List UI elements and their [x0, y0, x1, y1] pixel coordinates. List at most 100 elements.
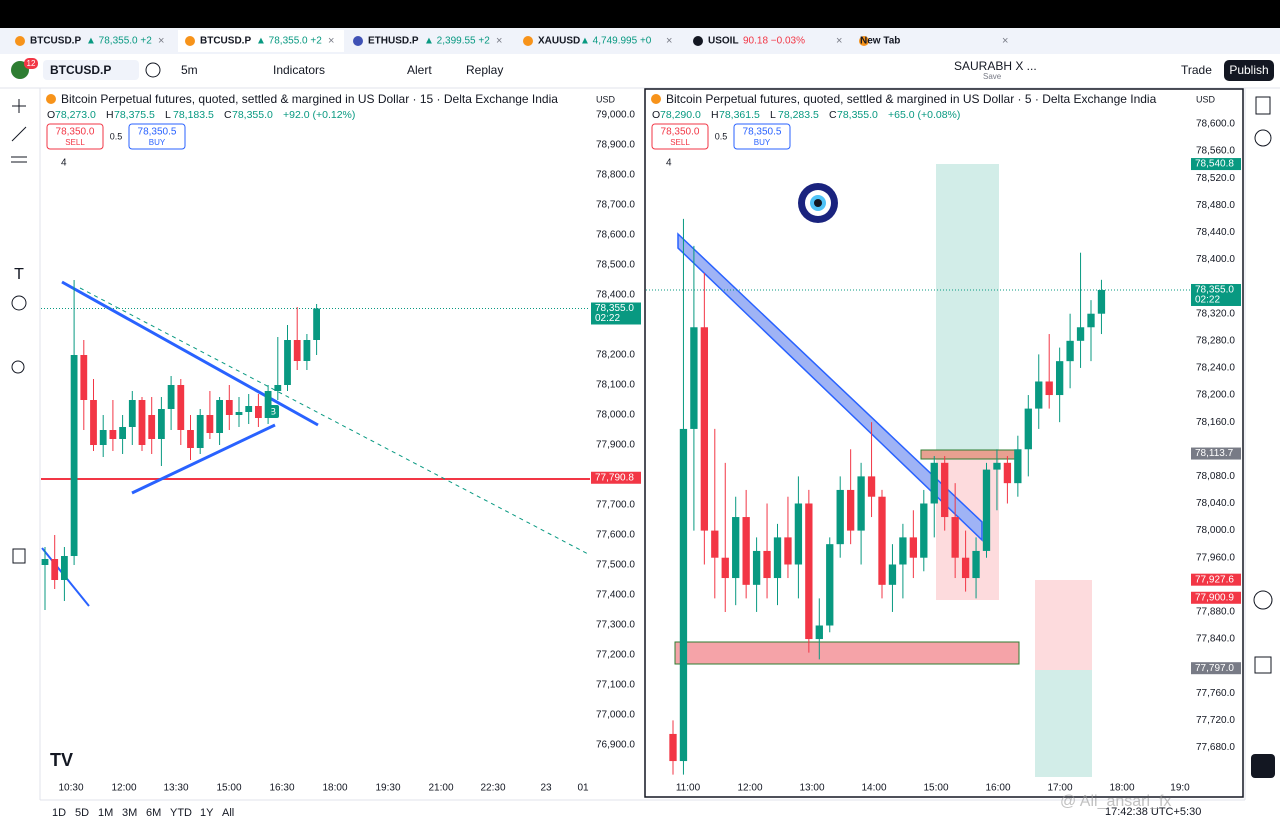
- price-label-bg: [1191, 447, 1241, 460]
- range-button[interactable]: 1D: [52, 807, 66, 819]
- range-button[interactable]: 6M: [146, 807, 161, 819]
- alerts-button[interactable]: [1254, 129, 1272, 147]
- tab[interactable]: [516, 30, 682, 52]
- tab[interactable]: [178, 30, 344, 52]
- tab[interactable]: [346, 30, 512, 52]
- y-tick-label: 78,200.0: [596, 350, 635, 361]
- sell-price[interactable]: 78,350.0: [661, 127, 700, 138]
- tab[interactable]: [686, 30, 852, 52]
- indicator-count[interactable]: 4: [61, 158, 67, 169]
- tab-symbol[interactable]: BTCUSD.P: [30, 36, 81, 47]
- x-tick-label: 11:00: [676, 783, 701, 794]
- symbol-search[interactable]: [43, 60, 139, 80]
- tab[interactable]: [8, 30, 174, 52]
- spread: 0.5: [110, 131, 123, 141]
- tab-quote[interactable]: ▲ 2,399.55 +2: [424, 36, 490, 47]
- tab-quote[interactable]: 90.18 −0.03%: [743, 36, 805, 47]
- buy-marker-label: B: [270, 406, 276, 416]
- range-button[interactable]: All: [222, 807, 234, 819]
- tab-close[interactable]: ×: [1002, 35, 1008, 47]
- save-label[interactable]: Save: [983, 72, 1002, 81]
- tab-quote[interactable]: ▲ 78,355.0 +2: [86, 36, 152, 47]
- currency[interactable]: USD: [596, 94, 616, 104]
- y-tick-label: 78,320.0: [1196, 308, 1235, 319]
- long-profit-zone: [936, 164, 999, 454]
- tab-close[interactable]: ×: [158, 35, 164, 47]
- range-button[interactable]: YTD: [170, 807, 192, 819]
- calendar-button[interactable]: [1254, 656, 1272, 674]
- trade-button[interactable]: Trade: [1181, 63, 1212, 77]
- ideas-button[interactable]: [1253, 590, 1273, 610]
- emoji-tool[interactable]: [11, 295, 27, 311]
- buy-label[interactable]: BUY: [754, 138, 771, 147]
- badge-count: 12: [27, 59, 36, 68]
- x-tick-label: 15:00: [216, 783, 241, 794]
- symbol[interactable]: BTCUSD.P: [50, 63, 111, 77]
- y-tick-label: 78,700.0: [596, 200, 635, 211]
- sell-label[interactable]: SELL: [670, 138, 690, 147]
- price-label-bg: [1191, 283, 1241, 306]
- x-tick-label: 23: [540, 783, 552, 794]
- candle-body: [700, 327, 709, 531]
- indicators-button[interactable]: Indicators: [273, 63, 325, 77]
- sell-label[interactable]: SELL: [65, 138, 85, 147]
- alert-button[interactable]: Alert: [407, 63, 432, 77]
- ohlc-value: 78,375.5: [114, 109, 155, 121]
- x-tick-label: 16:00: [985, 783, 1010, 794]
- replay-button[interactable]: Replay: [466, 63, 503, 77]
- watchlist-button[interactable]: [1255, 96, 1271, 115]
- candle-body: [138, 400, 146, 445]
- tab-symbol[interactable]: XAUUSD: [538, 36, 580, 47]
- candle-body: [235, 412, 243, 415]
- add-symbol[interactable]: [145, 62, 161, 78]
- range-button[interactable]: 5D: [75, 807, 89, 819]
- x-tick-label: 19:0: [1170, 783, 1190, 794]
- tab-close[interactable]: ×: [666, 35, 672, 47]
- price-label-bg: [591, 302, 641, 325]
- interval[interactable]: 5m: [181, 63, 198, 77]
- text-tool[interactable]: T: [14, 266, 24, 283]
- buy-price[interactable]: 78,350.5: [743, 127, 782, 138]
- tab-close[interactable]: ×: [496, 35, 502, 47]
- candle-body: [284, 340, 291, 385]
- range-button[interactable]: 1M: [98, 807, 113, 819]
- currency[interactable]: USD: [1196, 94, 1216, 104]
- candle-body: [846, 489, 855, 531]
- tab-symbol[interactable]: New Tab: [860, 36, 900, 47]
- publish-button[interactable]: [1224, 60, 1274, 81]
- candle-body: [1014, 449, 1022, 484]
- delete-tool[interactable]: [12, 548, 26, 564]
- sell-button[interactable]: [651, 123, 709, 150]
- candle-body: [1045, 381, 1053, 396]
- indicator-count[interactable]: 4: [666, 158, 672, 169]
- range-button[interactable]: 1Y: [200, 807, 214, 819]
- tab-symbol[interactable]: USOIL: [708, 36, 739, 47]
- y-tick-label: 78,280.0: [1196, 335, 1235, 346]
- price-label: 78,355.0: [1195, 285, 1234, 296]
- trendline-tool[interactable]: [11, 126, 27, 142]
- tab-close[interactable]: ×: [328, 35, 334, 47]
- buy-button[interactable]: [733, 123, 791, 150]
- buy-button[interactable]: [128, 123, 186, 150]
- publish-label[interactable]: Publish: [1229, 63, 1268, 77]
- range-button[interactable]: 3M: [122, 807, 137, 819]
- tab[interactable]: [852, 30, 1018, 52]
- price-label-bg: [1191, 158, 1241, 171]
- tab-symbol[interactable]: BTCUSD.P: [200, 36, 251, 47]
- buy-price[interactable]: 78,350.5: [138, 127, 177, 138]
- hotlist-button[interactable]: [1251, 754, 1275, 778]
- candle-body: [148, 415, 156, 439]
- price-label-bg: [591, 471, 641, 484]
- y-tick-label: 77,720.0: [1196, 715, 1235, 726]
- tab-symbol[interactable]: ETHUSD.P: [368, 36, 419, 47]
- layout-name[interactable]: SAURABH X ...: [954, 59, 1037, 73]
- price-label-bg: [1191, 573, 1241, 586]
- tab-quote[interactable]: ▲ 78,355.0 +2: [256, 36, 322, 47]
- sell-price[interactable]: 78,350.0: [56, 127, 95, 138]
- zoom-tool[interactable]: [11, 360, 25, 374]
- tab-close[interactable]: ×: [836, 35, 842, 47]
- sell-button[interactable]: [46, 123, 104, 150]
- tab-quote[interactable]: ▲ 4,749.995 +0: [580, 36, 652, 47]
- buy-label[interactable]: BUY: [149, 138, 166, 147]
